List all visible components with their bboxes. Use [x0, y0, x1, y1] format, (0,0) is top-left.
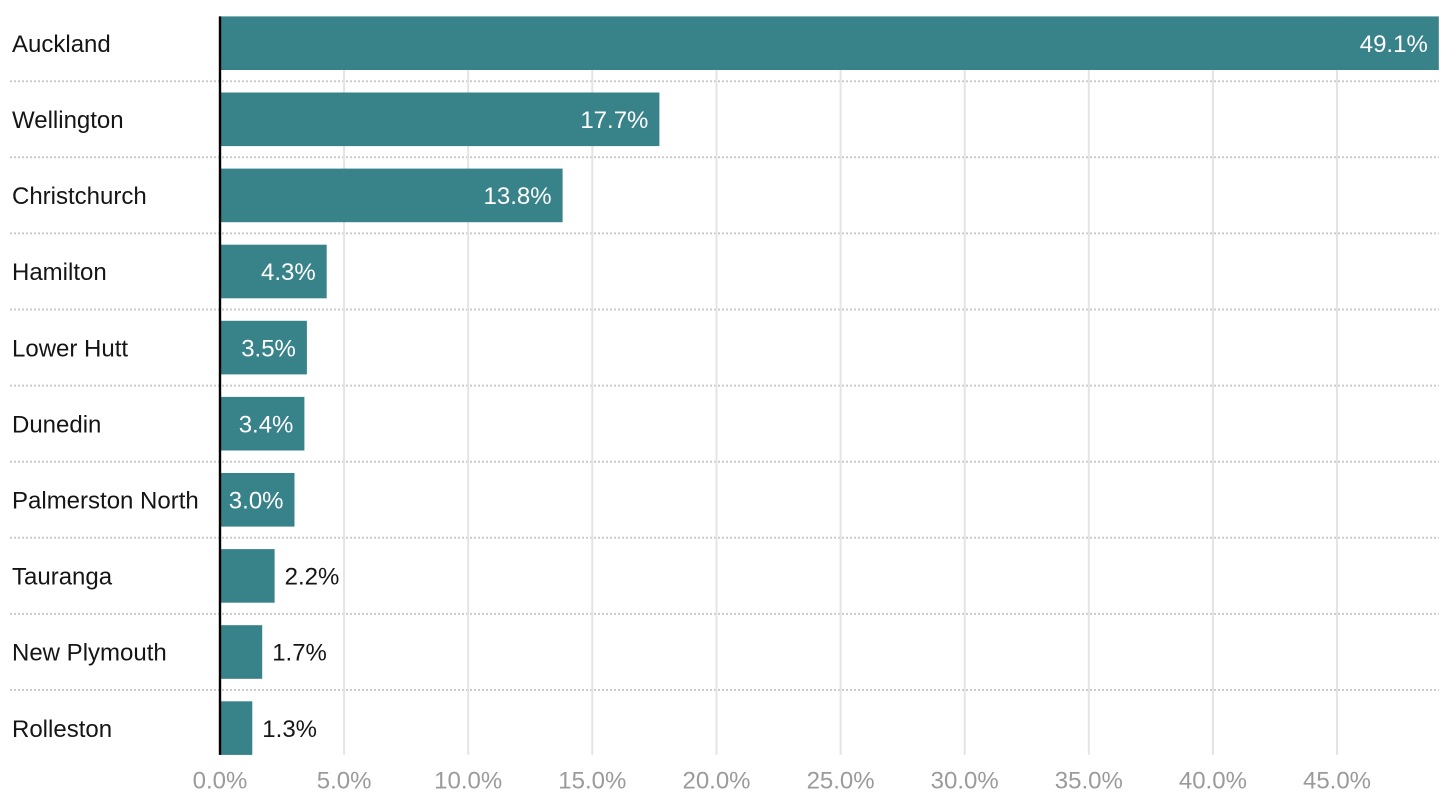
svg-text:3.0%: 3.0%: [229, 488, 284, 515]
svg-text:45.0%: 45.0%: [1303, 768, 1371, 795]
svg-text:40.0%: 40.0%: [1179, 768, 1247, 795]
svg-text:3.5%: 3.5%: [241, 335, 296, 362]
svg-text:Lower Hutt: Lower Hutt: [12, 335, 128, 362]
svg-text:Hamilton: Hamilton: [12, 259, 107, 286]
svg-text:3.4%: 3.4%: [239, 411, 294, 438]
svg-text:4.3%: 4.3%: [261, 259, 316, 286]
svg-text:30.0%: 30.0%: [931, 768, 999, 795]
svg-text:35.0%: 35.0%: [1055, 768, 1123, 795]
svg-text:1.3%: 1.3%: [262, 716, 317, 743]
svg-text:1.7%: 1.7%: [272, 640, 327, 667]
svg-text:Christchurch: Christchurch: [12, 183, 147, 210]
svg-text:Palmerston North: Palmerston North: [12, 488, 199, 515]
svg-text:Wellington: Wellington: [12, 107, 124, 134]
svg-text:2.2%: 2.2%: [285, 564, 340, 591]
svg-text:Tauranga: Tauranga: [12, 564, 113, 591]
svg-text:5.0%: 5.0%: [317, 768, 372, 795]
svg-text:Auckland: Auckland: [12, 31, 111, 58]
svg-text:10.0%: 10.0%: [434, 768, 502, 795]
svg-text:New Plymouth: New Plymouth: [12, 640, 167, 667]
svg-text:49.1%: 49.1%: [1360, 31, 1428, 58]
svg-text:Rolleston: Rolleston: [12, 716, 112, 743]
svg-text:0.0%: 0.0%: [193, 768, 248, 795]
svg-text:Dunedin: Dunedin: [12, 411, 101, 438]
svg-text:25.0%: 25.0%: [807, 768, 875, 795]
svg-text:17.7%: 17.7%: [580, 107, 648, 134]
svg-text:13.8%: 13.8%: [484, 183, 552, 210]
svg-text:15.0%: 15.0%: [558, 768, 626, 795]
svg-text:20.0%: 20.0%: [682, 768, 750, 795]
